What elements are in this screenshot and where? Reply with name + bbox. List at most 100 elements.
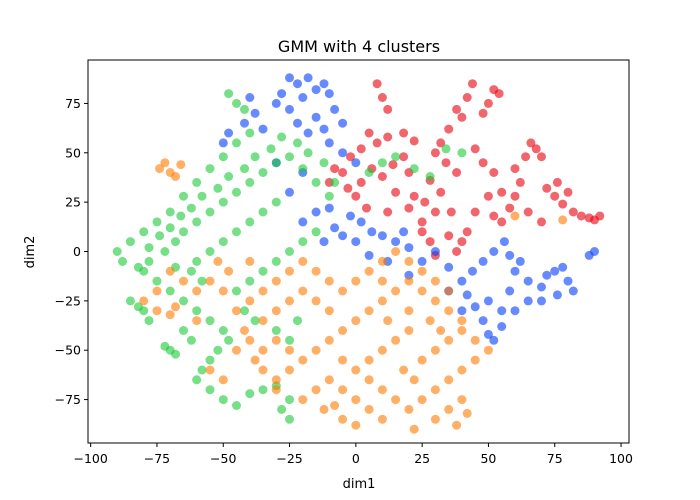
- data-point: [457, 326, 467, 335]
- data-point: [510, 306, 520, 316]
- data-point: [285, 104, 294, 114]
- data-point: [165, 286, 175, 296]
- data-point: [330, 164, 340, 174]
- data-point: [372, 138, 382, 148]
- data-point: [537, 282, 546, 292]
- data-point: [364, 375, 374, 385]
- data-point: [430, 296, 440, 306]
- data-point: [197, 191, 207, 201]
- series-2: [112, 89, 467, 424]
- data-point: [444, 404, 454, 414]
- data-point: [330, 401, 340, 410]
- data-point: [558, 215, 568, 225]
- data-point: [377, 93, 387, 102]
- data-point: [171, 172, 180, 181]
- data-point: [319, 237, 329, 247]
- data-point: [457, 395, 467, 405]
- data-point: [457, 237, 467, 247]
- data-point: [250, 108, 260, 118]
- data-point: [192, 177, 202, 187]
- data-point: [430, 414, 440, 424]
- data-point: [377, 296, 387, 306]
- data-point: [462, 290, 472, 300]
- x-axis-ticks: −100 −75 −50 −25 0 25 50 75 100: [73, 443, 633, 466]
- data-point: [155, 164, 165, 174]
- data-point: [160, 247, 170, 256]
- data-point: [391, 335, 401, 345]
- data-point: [250, 355, 260, 365]
- data-point: [510, 266, 520, 276]
- data-point: [351, 420, 361, 430]
- data-point: [468, 79, 477, 89]
- data-point: [192, 316, 202, 326]
- data-point: [425, 172, 435, 181]
- data-point: [298, 355, 308, 365]
- data-point: [372, 79, 382, 89]
- data-point: [542, 183, 552, 193]
- data-point: [478, 256, 488, 266]
- data-point: [430, 148, 440, 158]
- data-point: [192, 286, 202, 296]
- data-point: [186, 266, 196, 276]
- data-point: [452, 247, 462, 256]
- data-point: [311, 112, 321, 122]
- data-point: [324, 335, 334, 345]
- data-point: [293, 138, 302, 148]
- data-point: [542, 270, 552, 280]
- data-point: [232, 345, 241, 355]
- data-point: [118, 256, 127, 266]
- data-point: [483, 329, 493, 339]
- data-point: [568, 286, 578, 296]
- data-point: [417, 355, 427, 365]
- data-point: [285, 414, 294, 424]
- data-point: [245, 296, 255, 306]
- data-point: [510, 191, 520, 201]
- data-point: [558, 262, 568, 272]
- data-point: [197, 276, 207, 286]
- data-point: [213, 345, 223, 355]
- data-point: [205, 355, 215, 365]
- data-point: [224, 266, 234, 276]
- data-point: [351, 158, 361, 168]
- data-point: [364, 266, 374, 276]
- data-point: [444, 286, 454, 296]
- data-point: [550, 266, 560, 276]
- data-point: [444, 262, 454, 272]
- y-tick-label: 0: [73, 244, 81, 259]
- x-tick-label: −50: [210, 451, 236, 466]
- data-point: [563, 187, 573, 197]
- data-point: [351, 237, 361, 247]
- data-point: [258, 345, 268, 355]
- data-point: [224, 335, 234, 345]
- data-point: [311, 85, 321, 95]
- data-point: [478, 108, 488, 118]
- data-point: [351, 395, 361, 405]
- data-point: [338, 326, 348, 335]
- data-point: [483, 345, 493, 355]
- data-point: [457, 276, 467, 286]
- data-point: [537, 296, 546, 306]
- series-3: [139, 158, 568, 434]
- data-point: [452, 168, 462, 177]
- data-point: [417, 227, 427, 237]
- data-point: [338, 355, 348, 365]
- data-point: [176, 211, 186, 221]
- data-point: [205, 365, 215, 375]
- data-point: [563, 276, 573, 286]
- data-point: [367, 227, 377, 237]
- data-point: [245, 177, 255, 187]
- data-point: [258, 266, 268, 276]
- data-point: [232, 401, 241, 410]
- data-point: [213, 183, 223, 193]
- data-point: [232, 286, 241, 296]
- data-point: [515, 177, 525, 187]
- data-point: [277, 132, 287, 142]
- data-point: [232, 98, 241, 108]
- data-point: [311, 177, 321, 187]
- data-point: [470, 355, 480, 365]
- data-point: [446, 207, 456, 217]
- data-point: [139, 306, 149, 316]
- data-point: [497, 187, 507, 197]
- data-point: [417, 256, 427, 266]
